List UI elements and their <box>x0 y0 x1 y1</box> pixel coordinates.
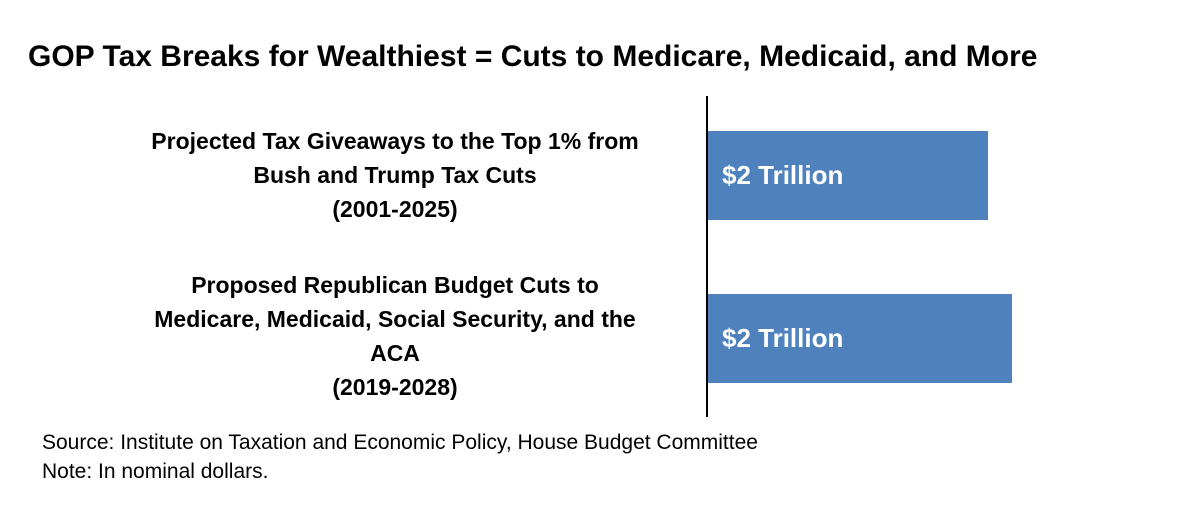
category-label-line: Projected Tax Giveaways to the Top 1% fr… <box>151 128 639 154</box>
category-label-line: Bush and Trump Tax Cuts <box>253 162 537 188</box>
category-label-tax-giveaways: Projected Tax Giveaways to the Top 1% fr… <box>100 124 690 226</box>
category-label-line: (2019-2028) <box>332 374 458 400</box>
category-label-line: Proposed Republican Budget Cuts to <box>191 272 599 298</box>
bar-budget-cuts: $2 Trillion <box>708 294 1012 383</box>
bar-tax-giveaways: $2 Trillion <box>708 131 988 220</box>
bar-value-label: $2 Trillion <box>722 160 844 190</box>
category-axis-line <box>706 96 708 417</box>
bar-value-label: $2 Trillion <box>722 323 844 353</box>
source-text: Source: Institute on Taxation and Econom… <box>42 431 758 454</box>
category-label-line: (2001-2025) <box>332 196 458 222</box>
category-label-line: Medicare, Medicaid, Social Security, and… <box>154 306 636 332</box>
footnotes: Source: Institute on Taxation and Econom… <box>42 428 758 486</box>
chart-title: GOP Tax Breaks for Wealthiest = Cuts to … <box>28 40 1038 73</box>
category-label-budget-cuts: Proposed Republican Budget Cuts to Medic… <box>100 268 690 404</box>
category-label-line: ACA <box>370 340 420 366</box>
note-text: Note: In nominal dollars. <box>42 460 269 483</box>
